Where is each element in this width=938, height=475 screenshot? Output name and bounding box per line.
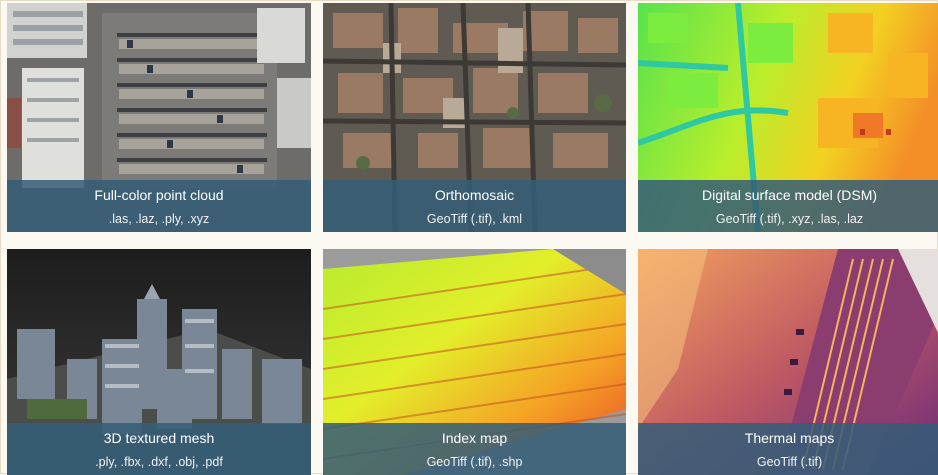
card-title: Full-color point cloud (94, 187, 224, 203)
index-map-field-image (323, 249, 626, 475)
aerial-parking-lot-image (7, 3, 311, 232)
card-caption: Thermal maps GeoTiff (.tif) (638, 423, 938, 475)
card-caption: Index map GeoTiff (.tif), .shp (323, 423, 626, 475)
product-card-dsm[interactable]: Digital surface model (DSM) GeoTiff (.ti… (638, 3, 938, 232)
product-grid: Full-color point cloud .las, .laz, .ply,… (7, 3, 938, 475)
product-card-thermal-maps[interactable]: Thermal maps GeoTiff (.tif) (638, 249, 938, 475)
card-caption: Digital surface model (DSM) GeoTiff (.ti… (638, 180, 938, 232)
card-formats: GeoTiff (.tif), .kml (426, 212, 523, 226)
product-card-3d-mesh[interactable]: 3D textured mesh .ply, .fbx, .dxf, .obj,… (7, 249, 311, 475)
product-card-orthomosaic[interactable]: Orthomosaic GeoTiff (.tif), .kml (323, 3, 626, 232)
card-caption: 3D textured mesh .ply, .fbx, .dxf, .obj,… (7, 423, 311, 475)
card-title: Index map (441, 430, 508, 446)
product-card-point-cloud[interactable]: Full-color point cloud .las, .laz, .ply,… (7, 3, 311, 232)
card-caption: Full-color point cloud .las, .laz, .ply,… (7, 180, 311, 232)
card-caption: Orthomosaic GeoTiff (.tif), .kml (323, 180, 626, 232)
card-formats: GeoTiff (.tif), .xyz, .las, .laz (715, 212, 864, 226)
card-formats: .las, .laz, .ply, .xyz (108, 212, 210, 226)
product-card-index-map[interactable]: Index map GeoTiff (.tif), .shp (323, 249, 626, 475)
card-formats: GeoTiff (.tif), .shp (426, 455, 523, 469)
card-title: Orthomosaic (434, 187, 515, 203)
card-title: Thermal maps (744, 430, 835, 446)
card-title: Digital surface model (DSM) (701, 187, 878, 203)
card-formats: GeoTiff (.tif) (756, 455, 823, 469)
card-title: 3D textured mesh (103, 430, 215, 446)
card-formats: .ply, .fbx, .dxf, .obj, .pdf (95, 455, 223, 469)
